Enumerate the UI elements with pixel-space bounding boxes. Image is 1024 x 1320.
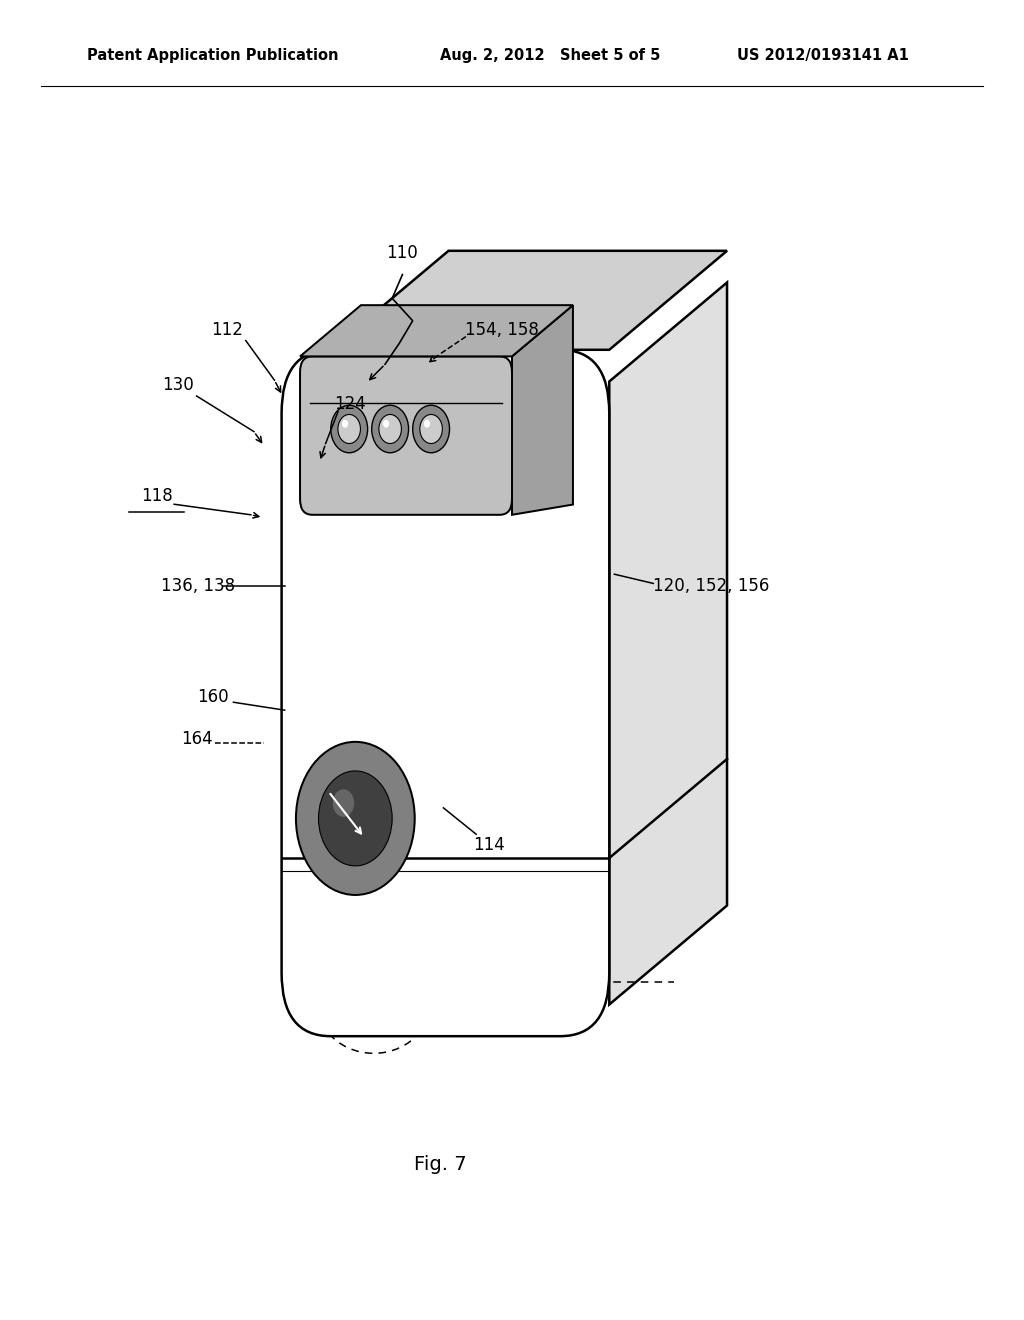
Text: Aug. 2, 2012   Sheet 5 of 5: Aug. 2, 2012 Sheet 5 of 5: [440, 48, 660, 63]
Circle shape: [424, 420, 430, 428]
Text: 110: 110: [386, 244, 419, 263]
Polygon shape: [609, 282, 727, 1005]
Text: 130: 130: [162, 376, 195, 395]
Circle shape: [318, 771, 392, 866]
Circle shape: [338, 414, 360, 444]
Circle shape: [413, 405, 450, 453]
Text: US 2012/0193141 A1: US 2012/0193141 A1: [737, 48, 909, 63]
Circle shape: [331, 405, 368, 453]
FancyBboxPatch shape: [300, 356, 512, 515]
Text: 114: 114: [473, 836, 506, 854]
Text: 154, 158: 154, 158: [465, 321, 539, 339]
Text: 136, 138: 136, 138: [161, 577, 234, 595]
Text: 160: 160: [198, 688, 228, 706]
Text: 124: 124: [334, 395, 367, 413]
Circle shape: [333, 789, 354, 817]
Circle shape: [420, 414, 442, 444]
Polygon shape: [512, 305, 573, 515]
Circle shape: [379, 414, 401, 444]
Circle shape: [372, 405, 409, 453]
Text: Fig. 7: Fig. 7: [414, 1155, 467, 1173]
Text: 112: 112: [211, 321, 244, 339]
Text: Patent Application Publication: Patent Application Publication: [87, 48, 339, 63]
Text: 164: 164: [181, 730, 212, 748]
Circle shape: [296, 742, 415, 895]
Text: 118: 118: [140, 487, 173, 506]
Circle shape: [383, 420, 389, 428]
Polygon shape: [331, 251, 727, 350]
Text: 120, 152, 156: 120, 152, 156: [653, 577, 770, 595]
FancyBboxPatch shape: [282, 350, 609, 1036]
Polygon shape: [300, 305, 573, 356]
Circle shape: [342, 420, 348, 428]
